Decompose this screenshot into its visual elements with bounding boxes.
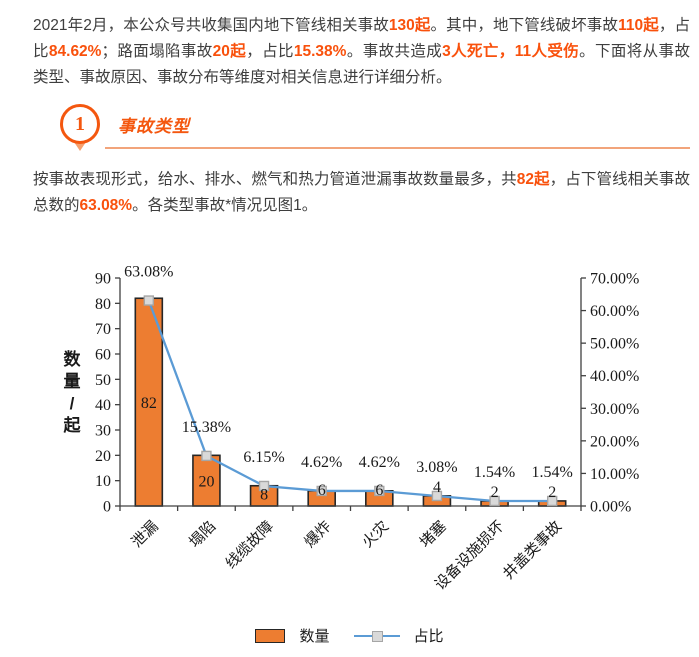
percent-label: 4.62% — [359, 454, 400, 471]
bar-value-label: 82 — [141, 395, 157, 412]
percent-label: 1.54% — [474, 464, 515, 481]
proportion-line — [147, 300, 553, 503]
x-axis-label: 爆炸 — [301, 518, 334, 551]
y2-axis-tick-label: 40.00% — [590, 368, 639, 385]
stat-collapse-pct: 15.38% — [293, 43, 347, 60]
accident-type-chart: 90 80 70 60 50 40 30 20 10 0 70.00% 60.00% 50.00% 40.… — [0, 252, 699, 646]
type-text: 。各类型事故*情况见图1。 — [132, 197, 318, 214]
bar-value-label: 20 — [198, 474, 214, 491]
y2-axis-tick-label: 30.00% — [590, 401, 639, 418]
y-axis-title: / — [70, 394, 75, 413]
type-text: 按事故表现形式，给水、排水、燃气和热力管道泄漏事故数量最多，共 — [33, 171, 517, 188]
y-axis-tick-label: 30 — [95, 423, 111, 440]
y2-axis-tick-label: 10.00% — [590, 466, 639, 483]
proportion-marker — [431, 490, 443, 502]
legend-label-count: 数量 — [299, 628, 330, 645]
y-axis-tick-label: 40 — [95, 397, 111, 414]
y2-axis-tick-label: 50.00% — [590, 336, 639, 353]
y2-axis-tick-label: 20.00% — [590, 433, 639, 450]
stat-casualties: 3人死亡，11人受伤 — [442, 43, 580, 60]
bar-value-label: 6 — [375, 482, 383, 499]
proportion-marker — [374, 485, 385, 497]
y-axis-tick-label: 90 — [95, 271, 111, 288]
section-title: 事故类型 — [118, 117, 190, 136]
percent-label: 4.62% — [301, 454, 342, 471]
legend-bar-swatch — [255, 628, 286, 643]
proportion-marker — [546, 495, 558, 507]
intro-text: 。事故共造成 — [346, 43, 443, 60]
stat-total-accidents: 130起 — [388, 17, 431, 34]
bar-value-label: 4 — [433, 479, 441, 496]
legend-line-swatch — [353, 630, 400, 642]
intro-text: ，占比 — [246, 43, 294, 60]
section-number: 1 — [75, 112, 85, 135]
chart-bar — [134, 297, 164, 507]
stat-collapse-accidents: 20起 — [212, 43, 247, 60]
intro-text: 。下面将从事故类型、事故原因、事故分布等维度对相关信息进行详细分析。 — [33, 43, 690, 86]
y-axis-tick-label: 50 — [95, 372, 111, 389]
y-axis-tick-label: 20 — [95, 448, 111, 465]
y-axis-tick-label: 70 — [95, 321, 111, 338]
y-axis-tick-label: 0 — [103, 499, 111, 516]
x-axis-label: 泄漏 — [128, 518, 161, 551]
y-axis-title: 起 — [63, 415, 82, 435]
y2-axis-tick-label: 0.00% — [590, 499, 631, 516]
bar-value-label: 2 — [491, 484, 499, 501]
section-header: 1 事故类型 — [0, 103, 699, 159]
percent-label: 15.38% — [182, 419, 231, 436]
section-underline — [105, 147, 690, 149]
section-number-badge: 1 — [60, 104, 100, 144]
proportion-marker — [258, 480, 270, 492]
proportion-marker — [143, 295, 155, 306]
bar-value-label: 2 — [548, 484, 556, 501]
intro-text: 2021年2月，本公众号共收集国内地下管线相关事故 — [33, 17, 389, 34]
y-axis-tick-label: 10 — [95, 473, 111, 490]
proportion-marker — [201, 450, 212, 462]
chart-legend: 数量 占比 — [0, 625, 699, 646]
percent-label: 3.08% — [416, 459, 457, 476]
stat-leak-pct: 63.08% — [79, 197, 133, 214]
intro-text: 。其中，地下管线破坏事故 — [430, 17, 619, 34]
percent-label: 6.15% — [243, 449, 284, 466]
x-axis-label: 塌陷 — [186, 518, 219, 551]
proportion-marker — [316, 485, 327, 497]
percent-label: 63.08% — [124, 264, 173, 281]
section-number-pin-icon: 1 — [60, 104, 100, 156]
y-axis-tick-label: 60 — [95, 347, 111, 364]
x-axis-label: 线缆故障 — [222, 517, 277, 572]
intro-text: ；路面塌陷事故 — [101, 43, 213, 60]
y-axis-title: 量 — [64, 371, 81, 391]
legend-marker-icon — [371, 630, 383, 642]
type-paragraph: 按事故表现形式，给水、排水、燃气和热力管道泄漏事故数量最多，共82起，占下管线相… — [0, 167, 699, 219]
y2-axis-tick-label: 60.00% — [590, 303, 639, 320]
type-text: ，占下管线相关事故总数的 — [33, 171, 690, 214]
bar-value-label: 8 — [260, 487, 268, 504]
stat-damage-accidents: 110起 — [618, 17, 659, 34]
intro-text: ，占比 — [33, 17, 690, 60]
proportion-marker — [489, 495, 500, 507]
intro-paragraph: 2021年2月，本公众号共收集国内地下管线相关事故130起。其中，地下管线破坏事… — [0, 0, 699, 91]
y-axis-tick-label: 80 — [95, 296, 111, 313]
legend-label-proportion: 占比 — [413, 628, 444, 645]
x-axis-label: 火灾 — [359, 518, 392, 551]
stat-damage-pct: 84.62% — [48, 43, 102, 60]
x-axis-label: 井盖类事故 — [500, 518, 565, 583]
chart-canvas: 908070605040302010070.00%60.00%50.00%40.… — [63, 264, 640, 594]
bar-value-label: 6 — [318, 482, 326, 499]
y2-axis-tick-label: 70.00% — [590, 271, 639, 288]
percent-label: 1.54% — [532, 464, 573, 481]
y-axis-title: 数 — [64, 349, 82, 369]
x-axis-label: 堵塞 — [416, 517, 450, 551]
stat-leak-accidents: 82起 — [516, 171, 550, 188]
